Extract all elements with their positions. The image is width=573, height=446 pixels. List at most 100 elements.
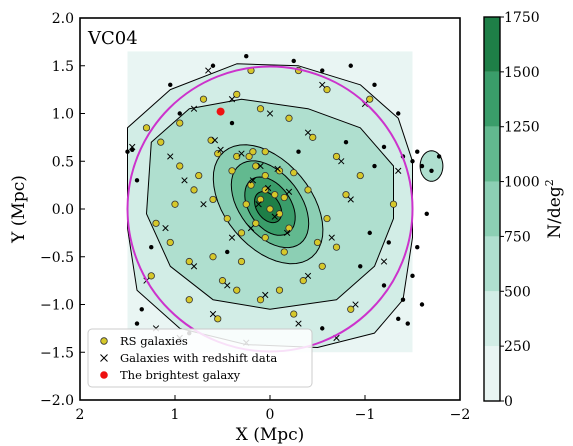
- colorbar-segment: [484, 346, 500, 401]
- redshift-galaxy-marker: [162, 224, 169, 232]
- galaxy-point: [419, 302, 425, 307]
- redshift-galaxy-marker: [274, 165, 281, 173]
- galaxy-point: [348, 63, 353, 68]
- x-tick-label: 0: [266, 407, 275, 423]
- rs-galaxy-point: [309, 133, 317, 141]
- redshift-galaxy-marker: [304, 129, 312, 136]
- colorbar-segment: [484, 126, 500, 182]
- galaxy-point: [429, 168, 434, 173]
- colorbar-label-sup: 2: [543, 179, 556, 186]
- rs-galaxy-point: [332, 152, 341, 161]
- galaxy-point: [134, 321, 140, 326]
- rs-galaxy-point: [209, 253, 217, 261]
- rs-galaxy-point: [290, 310, 298, 318]
- redshift-galaxy-marker: [283, 229, 291, 237]
- galaxy-point: [149, 245, 154, 250]
- galaxy-point: [396, 316, 401, 322]
- brightest-galaxy-point: [216, 107, 225, 116]
- redshift-galaxy-marker: [167, 153, 174, 160]
- galaxy-point: [168, 82, 173, 88]
- rs-galaxy-point: [190, 186, 198, 194]
- rs-galaxy-point: [256, 296, 265, 304]
- redshift-galaxy-marker: [295, 320, 302, 327]
- galaxy-point: [210, 63, 216, 68]
- rs-galaxy-point: [233, 286, 241, 294]
- rs-galaxy-point: [261, 171, 269, 180]
- redshift-galaxy-marker: [205, 67, 212, 74]
- rs-galaxy-point: [214, 315, 222, 323]
- redshift-galaxy-marker: [271, 213, 278, 220]
- rs-galaxy-point: [323, 214, 331, 223]
- rs-galaxy-point: [285, 114, 293, 122]
- rs-galaxy-point: [261, 148, 269, 156]
- rs-galaxy-point: [233, 90, 241, 99]
- redshift-galaxy-marker: [255, 201, 262, 208]
- redshift-galaxy-marker: [211, 137, 219, 144]
- colorbar-tick-label: 1750: [504, 10, 540, 26]
- rs-galaxy-point: [233, 152, 241, 161]
- redshift-galaxy-marker: [319, 81, 326, 89]
- rs-galaxy-point: [209, 195, 217, 204]
- galaxy-point: [381, 283, 387, 288]
- colorbar-segment: [484, 17, 500, 72]
- rs-galaxy-point: [199, 95, 208, 103]
- galaxy-point: [367, 230, 372, 236]
- galaxy-point: [381, 144, 387, 150]
- colorbar-tick-label: 500: [504, 284, 531, 300]
- redshift-galaxy-marker: [249, 177, 257, 184]
- galaxy-point: [291, 58, 296, 64]
- y-tick-label: −0.5: [40, 250, 74, 266]
- rs-galaxy-point: [356, 171, 364, 180]
- galaxy-point: [372, 163, 377, 169]
- rs-galaxy-point: [176, 162, 184, 170]
- galaxy-point: [410, 159, 415, 164]
- redshift-galaxy-marker: [209, 310, 217, 318]
- rs-galaxy-point: [275, 210, 284, 218]
- y-axis-ticks: −2.0 −1.5 −1.0 −0.5 0.0 0.5 1.0 1.5 2.0: [40, 11, 85, 409]
- rs-galaxy-point: [171, 200, 179, 208]
- rs-galaxy-point: [223, 214, 231, 223]
- galaxy-point: [419, 163, 425, 169]
- colorbar-tick-label: 1500: [504, 65, 540, 81]
- rs-galaxy-point: [195, 171, 203, 180]
- x-tick-label: 1: [171, 407, 180, 423]
- x-axis-ticks: 2 1 0 −1 −2: [76, 395, 471, 423]
- redshift-galaxy-marker: [380, 258, 388, 265]
- legend: RS galaxies Galaxies with redshift data …: [87, 328, 313, 388]
- y-axis-label: Y (Mpc): [9, 175, 29, 244]
- galaxy-point: [372, 82, 377, 88]
- rs-galaxy-point: [228, 167, 236, 175]
- rs-galaxy-point: [147, 272, 155, 280]
- legend-label-redshift: Galaxies with redshift data: [120, 351, 277, 365]
- rs-galaxy-point: [318, 262, 326, 270]
- rs-galaxy-point: [271, 191, 279, 199]
- galaxy-point: [296, 149, 301, 154]
- x-tick-label: −1: [355, 407, 376, 423]
- rs-galaxy-point: [242, 200, 250, 208]
- rs-galaxy-point: [313, 238, 322, 247]
- colorbar-tick-label: 1000: [504, 175, 540, 191]
- y-tick-label: 0.5: [52, 154, 74, 170]
- galaxy-point: [320, 326, 325, 331]
- colorbar-label-main: N/deg: [545, 186, 565, 239]
- rs-galaxy-point: [299, 277, 307, 285]
- galaxy-point: [139, 307, 144, 312]
- galaxy-point: [405, 321, 410, 326]
- rs-galaxy-point: [389, 200, 398, 208]
- rs-galaxy-point: [142, 124, 151, 132]
- rs-galaxy-point: [245, 152, 253, 161]
- rs-galaxy-point: [214, 150, 222, 158]
- galaxy-point: [386, 240, 391, 245]
- x-tick-label: −2: [450, 407, 471, 423]
- galaxy-point: [343, 139, 349, 145]
- y-tick-label: −1.0: [40, 298, 74, 314]
- redshift-galaxy-marker: [238, 150, 245, 157]
- y-tick-label: 2.0: [52, 11, 74, 27]
- colorbar-segment: [484, 71, 500, 127]
- density-region-level-2-east: [419, 150, 444, 182]
- rs-galaxy-point: [342, 191, 350, 199]
- legend-marker-rs: [100, 337, 108, 345]
- rs-galaxy-point: [261, 186, 269, 194]
- redshift-galaxy-marker: [228, 234, 236, 241]
- galaxy-point: [396, 111, 401, 116]
